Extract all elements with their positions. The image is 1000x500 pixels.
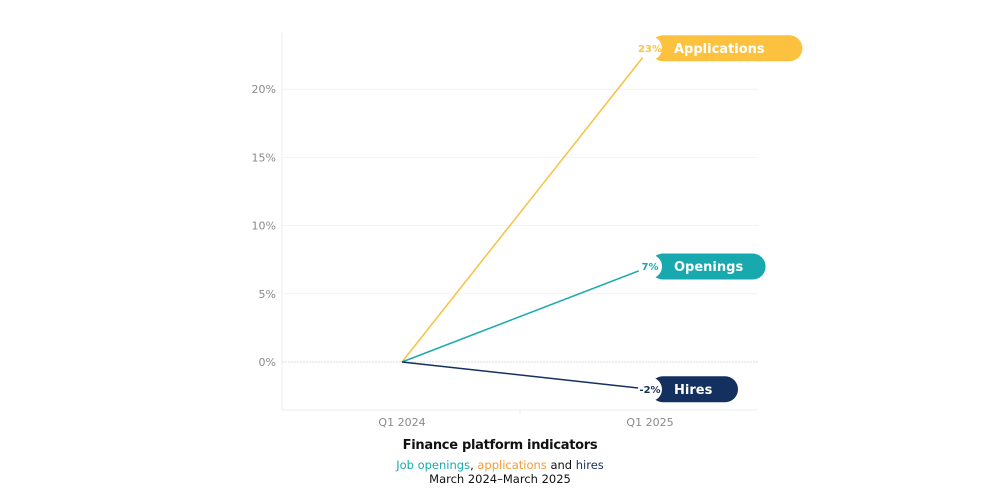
value-badge-text: -2% [639, 385, 660, 396]
x-tick-label: Q1 2024 [378, 416, 425, 429]
chart-subtitle: Job openings, applications and hires [0, 458, 1000, 472]
subtitle-part: Job openings [396, 458, 471, 472]
grid-lines [282, 88, 758, 363]
series-name: Hires [674, 383, 713, 398]
axes [281, 33, 758, 415]
y-tick-label: 20% [252, 83, 276, 96]
y-tick-label: 5% [259, 288, 276, 301]
end-label-applications: 23% Applications [638, 35, 803, 62]
label-pill [650, 253, 766, 280]
series-line-hires [401, 361, 651, 391]
subtitle-part: , [470, 458, 478, 472]
series-line-applications [401, 47, 651, 363]
chart-date-range: March 2024–March 2025 [429, 472, 571, 486]
value-badge [638, 36, 662, 61]
label-pill [650, 35, 803, 62]
end-label-hires: -2% Hires [638, 376, 738, 403]
series-end-labels: 23% Applications 7% Openings -2% Hires [638, 35, 803, 403]
label-pill [650, 376, 738, 403]
value-badge-text: 23% [638, 44, 662, 55]
value-badge [638, 254, 662, 279]
series-line-openings [401, 265, 651, 363]
y-axis-ticks: 0% 5% 10% 15% 20% [252, 83, 276, 369]
series-name: Openings [674, 260, 743, 275]
end-label-openings: 7% Openings [638, 253, 766, 280]
value-badge-text: 7% [642, 262, 659, 273]
subtitle-part: applications [477, 458, 547, 472]
y-tick-label: 15% [252, 151, 276, 164]
x-axis-ticks: Q1 2024 Q1 2025 [378, 416, 673, 429]
x-tick-label: Q1 2025 [626, 416, 673, 429]
value-badge [638, 377, 662, 402]
subtitle-part: and [546, 458, 576, 472]
y-tick-label: 10% [252, 220, 276, 233]
series-lines [401, 47, 651, 391]
chart-title: Finance platform indicators [402, 438, 598, 453]
y-tick-label: 0% [259, 356, 276, 369]
subtitle-part: hires [575, 458, 604, 472]
series-name: Applications [674, 42, 765, 57]
